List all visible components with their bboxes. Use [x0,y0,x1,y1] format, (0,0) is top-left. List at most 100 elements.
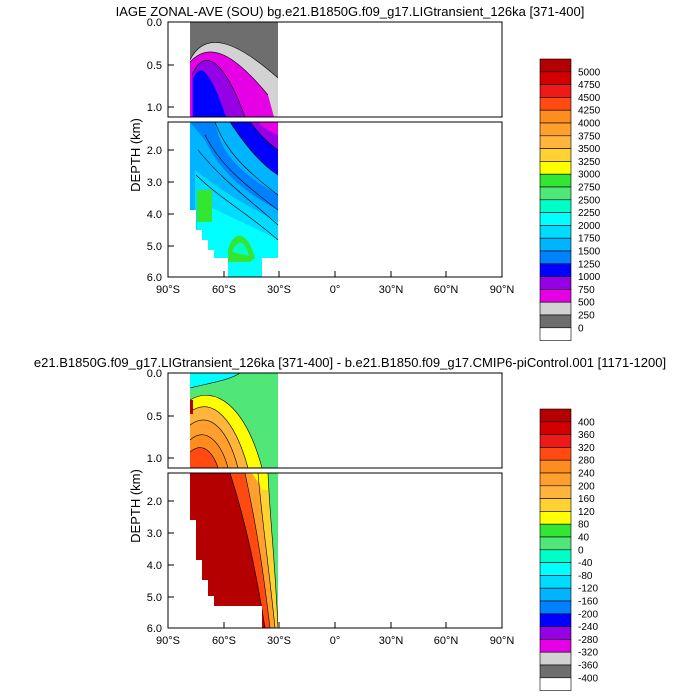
p2-ylabel: DEPTH (km) [128,469,143,543]
p2-colorbar-box [539,523,572,538]
p2-colorbar-box [539,434,572,448]
p2-xtick-5: 60°N [434,635,459,647]
p2-colorbar-label: 320 [578,443,595,454]
panel1-field [168,22,500,277]
p2-colorbar-label: 400 [578,417,595,428]
p1-colorbar-box [539,122,572,137]
p2-ytick-4: 3.0 [147,528,162,540]
p1-colorbar-label: 0 [578,323,584,334]
p1-colorbar-box [539,148,572,162]
p2-colorbar-box [539,536,572,551]
p1-ytick-4: 3.0 [147,177,162,189]
p2-colorbar-label: -80 [578,571,593,582]
p2-fill-280 [190,447,218,468]
p1-colorbar-label: 3000 [578,170,601,181]
p2-xtick-6: 90°N [490,635,515,647]
p1-colorbar-box [539,237,572,252]
p2-colorbar-box [539,498,572,512]
p2-ytick-2: 1.0 [147,453,162,465]
p2-colorbar-box [539,677,572,691]
p1-colorbar-label: 1250 [578,259,601,270]
p2-colorbar-box [539,459,572,474]
p2-colorbar-box [539,639,572,653]
p2-colorbar-box [539,472,572,487]
p1-colorbar: 5000475045004250400037503500325030002750… [539,58,601,341]
p2-land-shelf [190,520,228,628]
p1-fill-2500 [232,242,249,256]
p2-colorbar-label: -400 [578,673,598,684]
p1-colorbar-box [539,84,572,98]
p2-ytick-0: 0.0 [147,368,162,380]
p1-colorbar-box [539,199,572,213]
p2-colorbar-label: -360 [578,661,598,672]
p2-colorbar-box [539,511,572,525]
p2-land-floor [228,606,262,628]
p1-colorbar-label: 750 [578,285,595,296]
p2-colorbar-label: 40 [578,533,590,544]
p1-ytick-7: 6.0 [147,272,162,284]
p2-colorbar-label: 80 [578,520,590,531]
p1-ytick-0: 0.0 [147,17,162,29]
p1-xtick-1: 60°S [212,284,236,296]
p1-axes-upper [167,21,503,118]
p1-colorbar-box [539,71,572,85]
p1-colorbar-box [539,225,572,239]
p1-colorbar-label: 4250 [578,106,601,117]
p1-colorbar-label: 5000 [578,67,601,78]
p1-xtick-0: 90°S [156,284,180,296]
p1-land-ridge [262,258,278,277]
p1-fill-500b [258,122,278,135]
p1-xtick-3: 0° [330,284,341,296]
p2-xtick-3: 0° [330,635,341,647]
p2-land-antarctic [168,373,190,628]
panel2-field [168,373,500,628]
p1-colorbar-label: 500 [578,298,595,309]
p1-colorbar-box [539,161,572,175]
p2-xtick-4: 30°N [379,635,404,647]
p2-colorbar-label: 120 [578,507,595,518]
p2-colorbar-box [539,485,572,499]
p2-colorbar-box [539,408,572,423]
p1-fill-1250b [190,122,278,210]
p1-colorbar-box [539,276,572,290]
p2-colorbar-label: 0 [578,545,584,556]
p2-ytick-5: 4.0 [147,560,162,572]
p2-colorbar-label: 280 [578,456,595,467]
p2-ytick-3: 2.0 [147,496,162,508]
p1-colorbar-label: 1500 [578,247,601,258]
p2-ytick-7: 6.0 [147,623,162,635]
p2-colorbar-label: 360 [578,430,595,441]
p2-colorbar-box [539,447,572,461]
p1-colorbar-label: 250 [578,311,595,322]
p1-xtick-5: 60°N [434,284,459,296]
p2-colorbar-label: -280 [578,635,598,646]
p2-colorbar-box [539,613,572,627]
p2-xtick-1: 60°S [212,635,236,647]
p2-fill-edge [190,400,193,414]
p2-fill-m40 [190,373,240,388]
p2-colorbar-box [539,575,572,589]
panel2-title: e21.B1850G.f09_g17.LIGtransient_126ka [3… [34,355,666,370]
p1-ytick-3: 2.0 [147,145,162,157]
p1-colorbar-label: 4500 [578,93,601,104]
p1-colorbar-label: 1750 [578,234,601,245]
p2-colorbar-label: 160 [578,494,595,505]
p2-ytick-6: 5.0 [147,592,162,604]
p1-xtick-2: 30°S [267,284,291,296]
p1-colorbar-label: 2500 [578,195,601,206]
panel1-title: IAGE ZONAL-AVE (SOU) bg.e21.B1850G.f09_g… [116,4,585,19]
p1-colorbar-box [539,263,572,277]
p2-colorbar-box [539,600,572,615]
p1-colorbar-label: 2250 [578,208,601,219]
p2-colorbar-box [539,587,572,602]
p2-colorbar-box [539,651,572,666]
p2-xtick-2: 30°S [267,635,291,647]
p2-colorbar-box [539,664,572,679]
p2-colorbar-label: 200 [578,481,595,492]
p1-colorbar-label: 1000 [578,272,601,283]
p1-colorbar-label: 4000 [578,119,601,130]
p1-colorbar-label: 4750 [578,80,601,91]
p1-fill-1250 [193,70,226,117]
p1-colorbar-box [539,314,572,329]
